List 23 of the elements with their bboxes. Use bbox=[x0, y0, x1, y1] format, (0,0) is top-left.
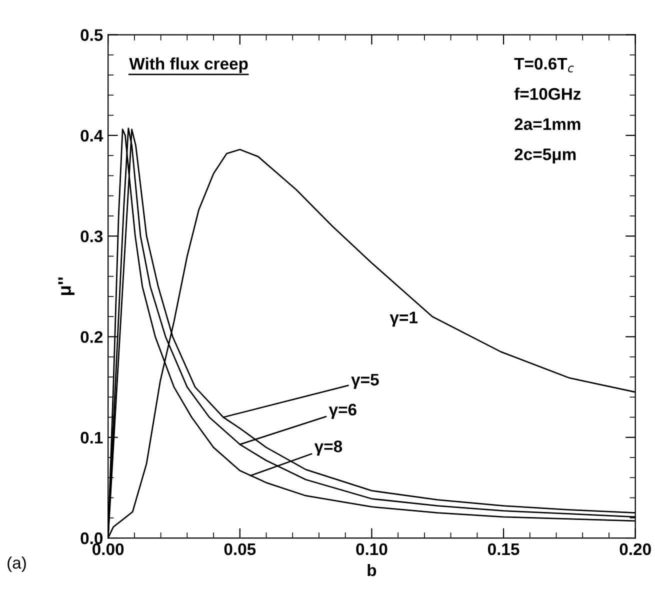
annotation: 2c=5μm bbox=[514, 148, 576, 164]
y-tick-label: 0.1 bbox=[80, 432, 103, 444]
y-tick-label: 0.2 bbox=[80, 331, 103, 343]
annotation: f=10GHz bbox=[514, 88, 581, 100]
x-tick-label: 0.05 bbox=[224, 543, 256, 556]
x-tick-label: 0.20 bbox=[620, 543, 651, 556]
annotation: γ=6 bbox=[328, 404, 356, 419]
y-axis-title: μ'' bbox=[58, 278, 74, 295]
annotation: γ=1 bbox=[390, 312, 418, 327]
y-tick-label: 0.5 bbox=[80, 29, 103, 41]
x-tick-label: 0.15 bbox=[488, 543, 520, 556]
annotation: With flux creep bbox=[129, 57, 248, 73]
y-tick-label: 0.4 bbox=[80, 130, 104, 142]
x-tick-label: 0.10 bbox=[356, 543, 388, 556]
annotation: γ=5 bbox=[351, 374, 379, 389]
y-tick-label: 0.0 bbox=[80, 532, 103, 544]
annotation: γ=8 bbox=[314, 440, 342, 456]
annotation: 2a=1mm bbox=[514, 118, 580, 130]
text: (a) bbox=[8, 556, 26, 572]
x-tick-label: 0.00 bbox=[92, 543, 124, 556]
x-axis-title: b bbox=[368, 564, 376, 576]
annotation: T=0.6T$_{c}$ bbox=[514, 58, 574, 72]
y-tick-label: 0.3 bbox=[80, 230, 103, 242]
